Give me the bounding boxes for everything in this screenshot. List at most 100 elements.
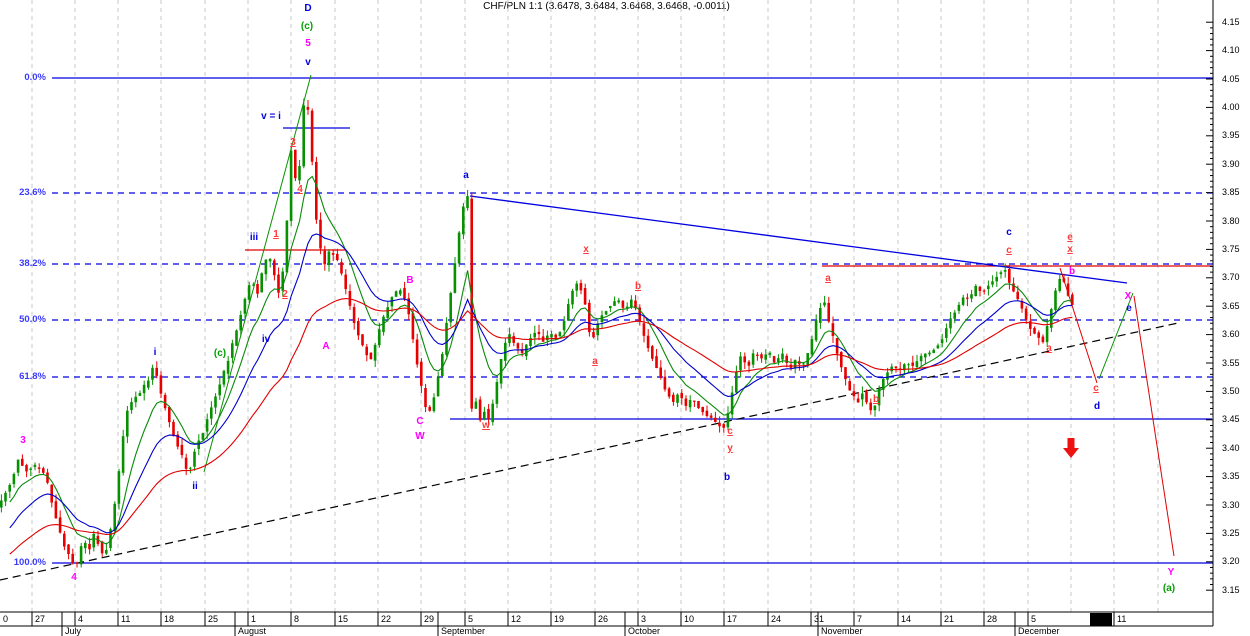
candle-up (264, 259, 268, 275)
candle-up (151, 367, 154, 380)
candle-up (533, 332, 536, 338)
candle-up (999, 272, 1003, 275)
candle-up (378, 329, 381, 346)
candle-down (163, 394, 167, 409)
candle-up (936, 345, 940, 349)
candle-up (688, 400, 692, 408)
candle-up (483, 411, 486, 420)
candle-down (184, 457, 188, 469)
candle-up (739, 356, 742, 371)
candle-up (84, 542, 87, 549)
candle-up (281, 271, 284, 291)
candle-down (54, 501, 58, 519)
candle-up (953, 312, 956, 319)
candle-up (462, 206, 465, 235)
candle-up (550, 334, 553, 338)
candle-down (831, 323, 835, 336)
candle-down (1016, 291, 1019, 300)
candle-up (445, 322, 448, 355)
candle-up (546, 335, 549, 341)
candle-up (793, 359, 797, 368)
candle-down (46, 472, 49, 483)
candle-up (806, 353, 809, 365)
candle-down (672, 394, 675, 402)
candle-down (684, 398, 688, 406)
candle-up (814, 320, 818, 341)
candle-up (991, 281, 994, 285)
candle-down (348, 291, 352, 306)
candle-down (785, 355, 788, 363)
candle-up (919, 355, 923, 362)
candle-down (273, 260, 276, 276)
candle-down (747, 361, 751, 366)
candle-down (180, 444, 184, 456)
chart-title: CHF/PLN 1:1 (3.6478, 3.6484, 3.6468, 3.6… (483, 1, 730, 12)
candle-down (966, 297, 969, 299)
candle-up (4, 492, 7, 502)
candle-up (970, 294, 973, 299)
candle-up (1045, 326, 1049, 343)
candle-down (25, 465, 28, 472)
down-arrow-icon (1063, 438, 1079, 458)
candle-up (932, 349, 935, 353)
candle-down (537, 331, 541, 335)
candle-up (117, 471, 121, 504)
candle-up (218, 384, 221, 396)
candle-down (344, 274, 347, 290)
candle-down (756, 354, 759, 356)
candle-up (193, 451, 196, 467)
candle-up (441, 353, 444, 377)
candle-up (676, 394, 679, 403)
candle-up (466, 196, 469, 209)
candle-up (8, 485, 11, 492)
candle-up (613, 301, 616, 306)
candle-down (718, 422, 721, 427)
candle-down (1008, 268, 1011, 283)
candle-down (63, 533, 66, 547)
candle-down (588, 302, 591, 333)
candle-up (142, 384, 146, 394)
candle-up (247, 285, 251, 300)
candle-up (873, 405, 877, 411)
candle-up (126, 410, 129, 437)
candle-up (617, 300, 620, 303)
candle-down (709, 415, 713, 418)
candle-down (310, 110, 314, 162)
candle-up (491, 403, 494, 423)
candle-down (1071, 294, 1074, 305)
candle-up (231, 343, 234, 358)
candle-up (529, 337, 532, 347)
candle-down (869, 402, 872, 411)
candle-down (403, 288, 406, 299)
candle-up (819, 308, 822, 323)
candle-down (487, 408, 490, 420)
candle-up (609, 306, 612, 309)
candle-up (399, 290, 402, 295)
candle-up (562, 320, 566, 331)
long-ascending-trendline (0, 322, 1179, 581)
candle-down (424, 387, 427, 408)
forecast-up (1098, 292, 1134, 380)
candle-up (974, 285, 977, 297)
candle-up (945, 328, 948, 339)
candle-up (436, 377, 440, 397)
candle-up (449, 293, 452, 323)
steep-green-trendline (203, 74, 312, 473)
candle-up (474, 401, 478, 409)
candle-up (432, 397, 436, 412)
candle-down (168, 407, 171, 423)
candle-down (667, 388, 671, 397)
candle-up (453, 263, 457, 293)
candle-up (189, 467, 192, 469)
candle-down (21, 458, 24, 466)
candle-up (781, 353, 784, 360)
candle-down (172, 421, 175, 437)
candle-up (903, 364, 906, 371)
candle-up (239, 314, 242, 331)
candle-down (1033, 327, 1036, 334)
slow-ema-line (9, 298, 1073, 555)
candle-down (470, 198, 473, 409)
candle-up (79, 546, 83, 565)
current-date-marker (1090, 613, 1112, 626)
